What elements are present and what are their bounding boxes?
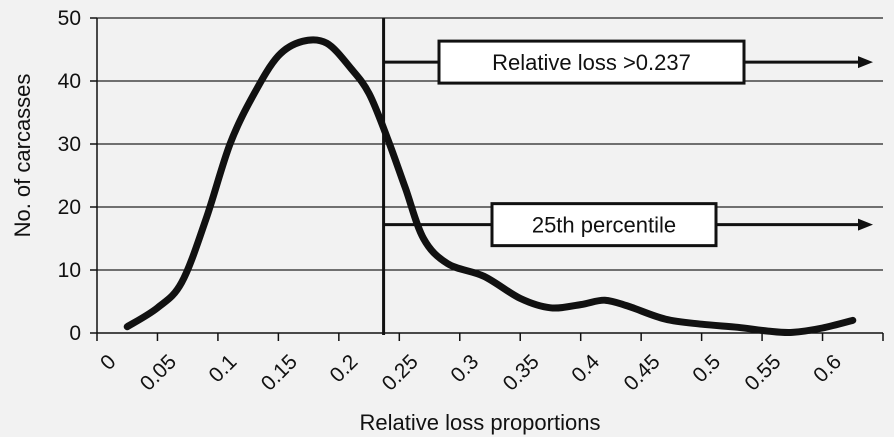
percentile-arrowhead xyxy=(858,218,873,231)
x-tick-label: 0 xyxy=(96,350,121,375)
relative-loss-annotation: Relative loss >0.237 xyxy=(383,39,873,85)
y-tick-label: 50 xyxy=(58,7,81,30)
y-tick-label: 20 xyxy=(58,196,81,219)
x-axis-title: Relative loss proportions xyxy=(360,410,601,435)
percentile-box xyxy=(490,202,718,248)
x-tick-label: 0.55 xyxy=(740,350,785,395)
x-tick-label: 0.2 xyxy=(325,350,362,387)
y-tick-label: 0 xyxy=(69,322,81,345)
x-tick-label: 0.25 xyxy=(378,350,423,395)
percentile-annotation: 25th percentile xyxy=(383,202,873,248)
x-tick-label: 0.3 xyxy=(446,350,483,387)
x-tick-label: 0.05 xyxy=(136,350,181,395)
x-tick-label: 0.4 xyxy=(567,350,604,387)
y-tick-label: 40 xyxy=(58,70,81,93)
y-tick-label: 30 xyxy=(58,133,81,156)
x-tick-label: 0.45 xyxy=(620,350,665,395)
x-tick-label: 0.35 xyxy=(499,350,544,395)
y-tick-label: 10 xyxy=(58,259,81,282)
axes xyxy=(90,17,884,341)
x-tick-label: 0.5 xyxy=(688,350,725,387)
y-tick-labels: 0 10 20 30 40 50 xyxy=(58,7,81,345)
x-tick-label: 0.1 xyxy=(205,350,242,387)
x-tick-labels: 0 0.05 0.1 0.15 0.2 0.25 0.3 0.35 0.4 0.45 0.5 0.55… xyxy=(96,350,846,395)
x-tick-label: 0.6 xyxy=(809,350,846,387)
relative-loss-label: Relative loss >0.237 xyxy=(492,50,691,75)
relative-loss-arrowhead xyxy=(858,56,873,69)
x-tick-label: 0.15 xyxy=(257,350,302,395)
relative-loss-box xyxy=(437,39,746,85)
y-axis-title: No. of carcasses xyxy=(10,74,35,238)
percentile-label: 25th percentile xyxy=(532,213,676,238)
distribution-curve xyxy=(123,36,857,337)
